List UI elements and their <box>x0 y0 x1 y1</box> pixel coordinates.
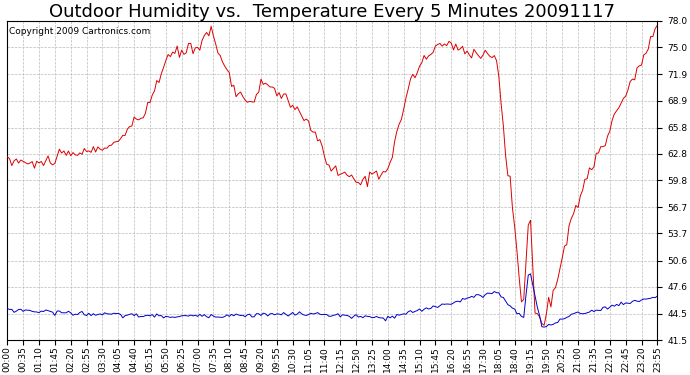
Text: Copyright 2009 Cartronics.com: Copyright 2009 Cartronics.com <box>8 27 150 36</box>
Title: Outdoor Humidity vs.  Temperature Every 5 Minutes 20091117: Outdoor Humidity vs. Temperature Every 5… <box>49 3 615 21</box>
